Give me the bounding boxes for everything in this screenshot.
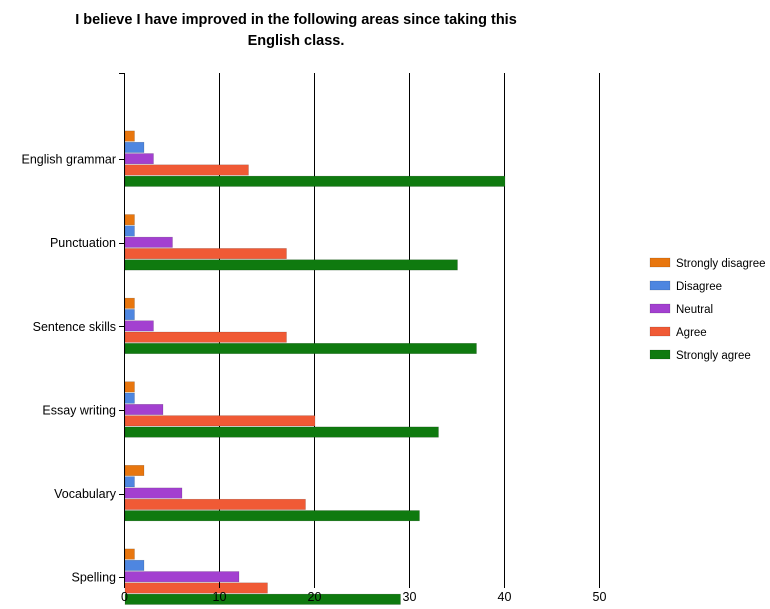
legend-swatch-agree bbox=[649, 326, 671, 337]
legend-label-neutral: Neutral bbox=[676, 304, 713, 316]
bar-sentence-skills-neutral bbox=[124, 320, 154, 332]
category-label-6: Spelling bbox=[72, 571, 117, 585]
legend-label-disagree: Disagree bbox=[676, 281, 722, 293]
legend-swatch-disagree bbox=[649, 280, 671, 291]
bar-english-grammar-neutral bbox=[124, 153, 154, 165]
bar-punctuation-disagree bbox=[124, 225, 135, 237]
bar-vocabulary-disagree bbox=[124, 476, 135, 488]
bar-punctuation-agree bbox=[124, 248, 287, 260]
bar-spelling-neutral bbox=[124, 571, 240, 583]
x-tick-label-0: 0 bbox=[121, 590, 128, 604]
bar-vocabulary-strongly-disagree bbox=[124, 465, 145, 476]
bar-vocabulary-neutral bbox=[124, 487, 183, 499]
category-label-2: Punctuation bbox=[50, 236, 116, 250]
bar-essay-writing-strongly-disagree bbox=[124, 381, 135, 393]
legend-label-strongly-agree: Strongly agree bbox=[676, 350, 751, 362]
bar-sentence-skills-agree bbox=[124, 331, 287, 343]
legend-swatch-neutral bbox=[649, 303, 671, 314]
x-tick-label-50: 50 bbox=[593, 590, 607, 604]
legend-label-strongly-disagree: Strongly disagree bbox=[676, 258, 766, 270]
bar-punctuation-strongly-disagree bbox=[124, 214, 135, 226]
bar-english-grammar-disagree bbox=[124, 141, 145, 153]
chart-title-line-1: I believe I have improved in the followi… bbox=[75, 12, 517, 28]
x-tick-label-30: 30 bbox=[403, 590, 417, 604]
category-label-4: Essay writing bbox=[42, 403, 116, 417]
bar-essay-writing-agree bbox=[124, 415, 316, 427]
legend-label-agree: Agree bbox=[676, 327, 707, 339]
bar-english-grammar-agree bbox=[124, 164, 249, 176]
legend-swatch-strongly-disagree bbox=[649, 257, 671, 268]
bar-sentence-skills-strongly-disagree bbox=[124, 297, 135, 309]
category-label-5: Vocabulary bbox=[54, 487, 117, 501]
bar-essay-writing-neutral bbox=[124, 404, 164, 415]
bar-sentence-skills-strongly-agree bbox=[124, 343, 477, 354]
bar-essay-writing-strongly-agree bbox=[124, 426, 439, 438]
x-tick-label-20: 20 bbox=[308, 590, 322, 604]
legend: Strongly disagree Disagree Neutral Agree Str… bbox=[649, 257, 766, 362]
bar-spelling-strongly-agree bbox=[124, 593, 401, 605]
axes: 0 10 20 30 40 50 English grammar Punctuation Sen… bbox=[22, 73, 607, 604]
bar-punctuation-strongly-agree bbox=[124, 259, 458, 271]
bar-english-grammar-strongly-agree bbox=[124, 175, 506, 187]
bar-spelling-strongly-disagree bbox=[124, 548, 135, 560]
bar-spelling-agree bbox=[124, 582, 268, 594]
x-tick-label-40: 40 bbox=[498, 590, 512, 604]
chart-title-line-2: English class. bbox=[248, 33, 345, 49]
x-tick-label-10: 10 bbox=[213, 590, 227, 604]
bar-vocabulary-agree bbox=[124, 498, 306, 510]
category-label-1: English grammar bbox=[22, 153, 116, 167]
gridlines bbox=[219, 73, 600, 583]
bar-vocabulary-strongly-agree bbox=[124, 510, 420, 522]
category-label-3: Sentence skills bbox=[33, 320, 116, 334]
bars bbox=[124, 130, 506, 605]
bar-punctuation-neutral bbox=[124, 236, 173, 248]
bar-spelling-disagree bbox=[124, 559, 145, 571]
legend-swatch-strongly-agree bbox=[649, 349, 671, 360]
bar-english-grammar-strongly-disagree bbox=[124, 130, 135, 142]
bar-sentence-skills-disagree bbox=[124, 309, 135, 321]
bar-essay-writing-disagree bbox=[124, 392, 135, 404]
